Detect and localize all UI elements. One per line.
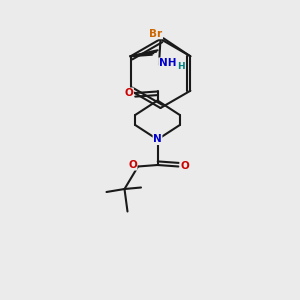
Text: O: O — [128, 160, 137, 170]
Text: NH: NH — [159, 58, 176, 68]
Text: N: N — [153, 134, 162, 145]
Text: H: H — [177, 62, 184, 71]
Text: Br: Br — [149, 29, 162, 39]
Text: O: O — [124, 88, 134, 98]
Text: O: O — [180, 161, 189, 172]
